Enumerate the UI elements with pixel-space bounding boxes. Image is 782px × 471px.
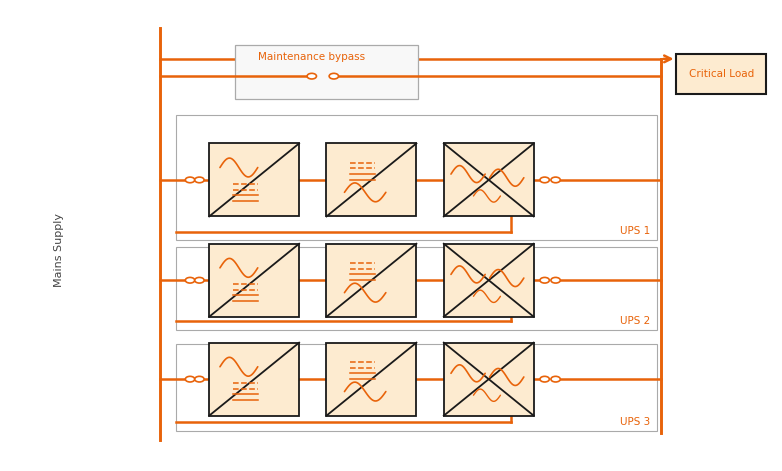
Circle shape xyxy=(551,376,560,382)
Circle shape xyxy=(329,73,339,79)
Circle shape xyxy=(307,73,317,79)
Circle shape xyxy=(540,277,550,283)
Bar xyxy=(676,54,766,94)
Bar xyxy=(327,342,417,415)
Bar xyxy=(176,247,657,330)
Text: Mains Supply: Mains Supply xyxy=(54,212,63,287)
Text: UPS 1: UPS 1 xyxy=(620,227,651,236)
Circle shape xyxy=(185,277,195,283)
Circle shape xyxy=(185,177,195,183)
Bar xyxy=(210,342,300,415)
Bar xyxy=(444,342,534,415)
Circle shape xyxy=(540,177,550,183)
Bar xyxy=(210,244,300,317)
Bar xyxy=(176,344,657,431)
Text: UPS 2: UPS 2 xyxy=(620,316,651,326)
Circle shape xyxy=(551,177,560,183)
Circle shape xyxy=(195,376,204,382)
Bar xyxy=(327,144,417,217)
Circle shape xyxy=(195,177,204,183)
Bar xyxy=(444,244,534,317)
Text: Critical Load: Critical Load xyxy=(689,69,754,79)
Text: Maintenance bypass: Maintenance bypass xyxy=(258,52,365,62)
Bar xyxy=(327,244,417,317)
Bar xyxy=(176,115,657,240)
Circle shape xyxy=(195,277,204,283)
Circle shape xyxy=(185,376,195,382)
Bar xyxy=(210,144,300,217)
Circle shape xyxy=(540,376,550,382)
Text: UPS 3: UPS 3 xyxy=(620,417,651,427)
Bar xyxy=(444,144,534,217)
Bar xyxy=(235,45,418,99)
Circle shape xyxy=(551,277,560,283)
